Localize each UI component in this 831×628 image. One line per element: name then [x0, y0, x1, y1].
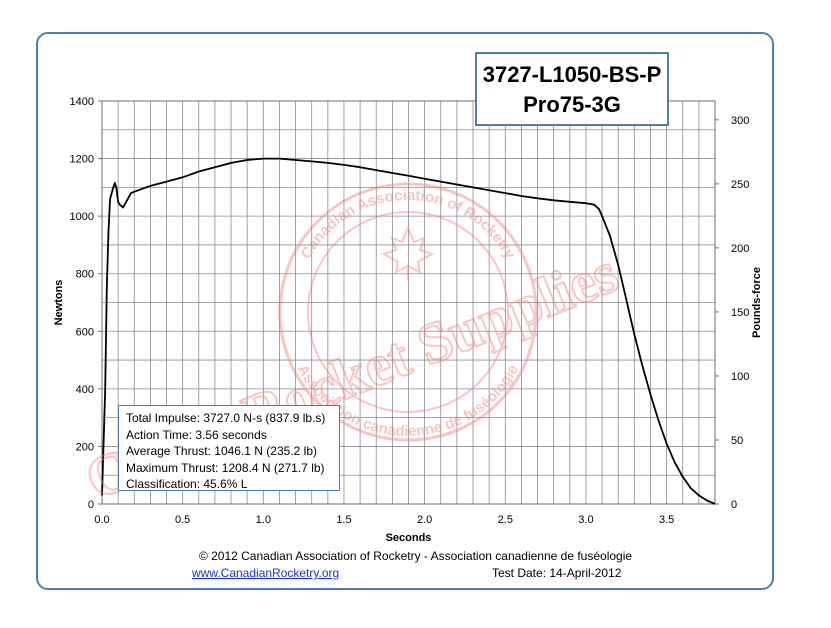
- y-tick-label: 200: [76, 441, 94, 453]
- stat-average-thrust: Average Thrust: 1046.1 N (235.2 lb): [126, 444, 318, 458]
- thrust-curve-line: [101, 157, 716, 505]
- y2-tick-label: 100: [731, 371, 749, 383]
- y2-tick-label: 0: [731, 499, 737, 511]
- y2-tick-label: 300: [731, 115, 749, 127]
- x-tick-label: 2.5: [498, 514, 513, 526]
- stat-action-time: Action Time: 3.56 seconds: [126, 427, 267, 442]
- y-tick-label: 800: [76, 269, 94, 281]
- stat-classification: Classification: 45.6% L: [126, 477, 248, 491]
- y-tick-label: 1200: [70, 154, 94, 166]
- series-layer: [101, 157, 716, 505]
- x-tick-label: 1.0: [256, 514, 271, 526]
- y2-tick-label: 50: [731, 435, 743, 447]
- x-tick-label: 0.5: [175, 514, 190, 526]
- x-axis-title: Seconds: [386, 532, 432, 544]
- motor-designation: 3727-L1050-BS-P: [482, 62, 662, 87]
- y2-tick-label: 250: [731, 179, 749, 191]
- y-tick-label: 1000: [70, 211, 94, 223]
- y-tick-label: 600: [76, 326, 94, 338]
- axes: [98, 100, 719, 505]
- x-tick-label: 0.0: [94, 514, 109, 526]
- stat-total-impulse: Total Impulse: 3727.0 N-s (837.9 lb.s): [126, 411, 326, 425]
- motor-stats-box: Total Impulse: 3727.0 N-s (837.9 lb.s) A…: [118, 405, 340, 491]
- footer-website-link[interactable]: www.CanadianRocketry.org: [192, 566, 340, 580]
- x-tick-label: 3.5: [659, 514, 674, 526]
- y-tick-label: 0: [88, 499, 94, 511]
- x-tick-label: 3.0: [578, 514, 593, 526]
- plot-area-border: [101, 100, 716, 505]
- motor-title-box: 3727-L1050-BS-P Pro75-3G: [475, 52, 669, 126]
- stat-maximum-thrust: Maximum Thrust: 1208.4 N (271.7 lb): [126, 460, 325, 475]
- y2-tick-label: 150: [731, 307, 749, 319]
- tick-labels: 0.0 0.5 1.0 1.5 2.0 2.5 3.0 3.5 0 200 400 600 800 100…: [53, 96, 763, 544]
- footer-test-date: Test Date: 14-April-2012: [492, 566, 622, 580]
- maple-leaf-icon: [381, 225, 435, 280]
- x-tick-label: 1.5: [336, 514, 351, 526]
- x-tick-label: 2.0: [417, 514, 432, 526]
- y2-tick-label: 200: [731, 243, 749, 255]
- y-tick-label: 1400: [70, 96, 94, 108]
- watermark-seal-outer-ring: [278, 182, 538, 442]
- y-axis-title: Newtons: [53, 280, 65, 326]
- footer-copyright: © 2012 Canadian Association of Rocketry …: [198, 549, 633, 563]
- watermark-seal-inner-ring: [307, 211, 509, 413]
- motor-case: Pro75-3G: [523, 92, 621, 117]
- y-tick-label: 400: [76, 384, 94, 396]
- y2-axis-title: Pounds-force: [751, 267, 763, 338]
